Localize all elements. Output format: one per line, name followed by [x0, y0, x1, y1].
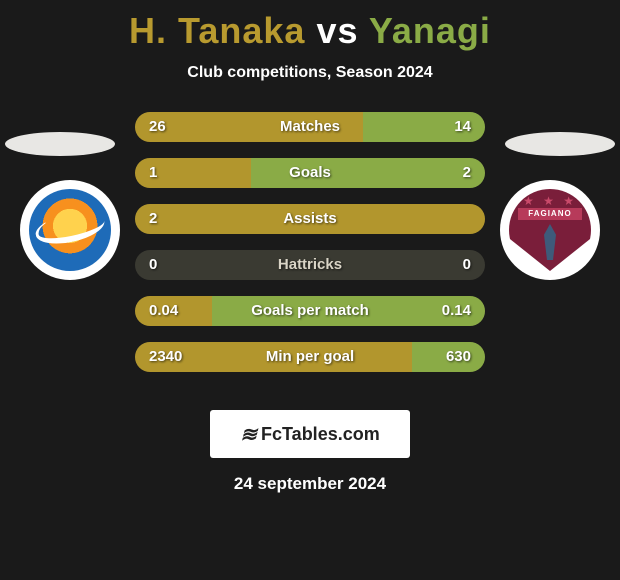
stat-bar-right-value: 14: [454, 112, 471, 142]
stat-bar-row: 1Goals2: [135, 158, 485, 188]
stat-bar-row: 2Assists: [135, 204, 485, 234]
stat-bar-label: Assists: [135, 204, 485, 234]
stat-bar-right-value: 0.14: [442, 296, 471, 326]
comparison-title: H. Tanaka vs Yanagi: [0, 0, 620, 52]
ellipse-decoration-left: [5, 132, 115, 156]
branding-signature-icon: ≋: [240, 422, 255, 447]
team-logo-right: ★ ★ ★ FAGIANO: [500, 180, 600, 280]
stat-bar-right-value: 0: [463, 250, 471, 280]
stat-bar-row: 0Hattricks0: [135, 250, 485, 280]
stat-bar-row: 0.04Goals per match0.14: [135, 296, 485, 326]
branding-text: FcTables.com: [261, 424, 380, 445]
stat-bar-label: Goals per match: [135, 296, 485, 326]
stat-bar-label: Matches: [135, 112, 485, 142]
stat-bar-row: 26Matches14: [135, 112, 485, 142]
stat-bar-right-value: 630: [446, 342, 471, 372]
vs-text: vs: [316, 10, 358, 51]
branding-badge: ≋ FcTables.com: [210, 410, 410, 458]
stat-bar-label: Hattricks: [135, 250, 485, 280]
ellipse-decoration-right: [505, 132, 615, 156]
team-logo-left: [20, 180, 120, 280]
stat-bar-label: Min per goal: [135, 342, 485, 372]
stat-bar-label: Goals: [135, 158, 485, 188]
player1-name: H. Tanaka: [129, 10, 305, 51]
stat-bar-right-value: 2: [463, 158, 471, 188]
player2-name: Yanagi: [369, 10, 491, 51]
footer-date: 24 september 2024: [0, 474, 620, 494]
stat-bars-container: 26Matches141Goals22Assists0Hattricks00.0…: [135, 112, 485, 388]
comparison-content: ★ ★ ★ FAGIANO 26Matches141Goals22Assists…: [0, 112, 620, 392]
stat-bar-row: 2340Min per goal630: [135, 342, 485, 372]
subtitle: Club competitions, Season 2024: [0, 64, 620, 82]
team-logo-right-stars: ★ ★ ★: [500, 194, 600, 208]
team-logo-right-banner: FAGIANO: [518, 208, 582, 220]
